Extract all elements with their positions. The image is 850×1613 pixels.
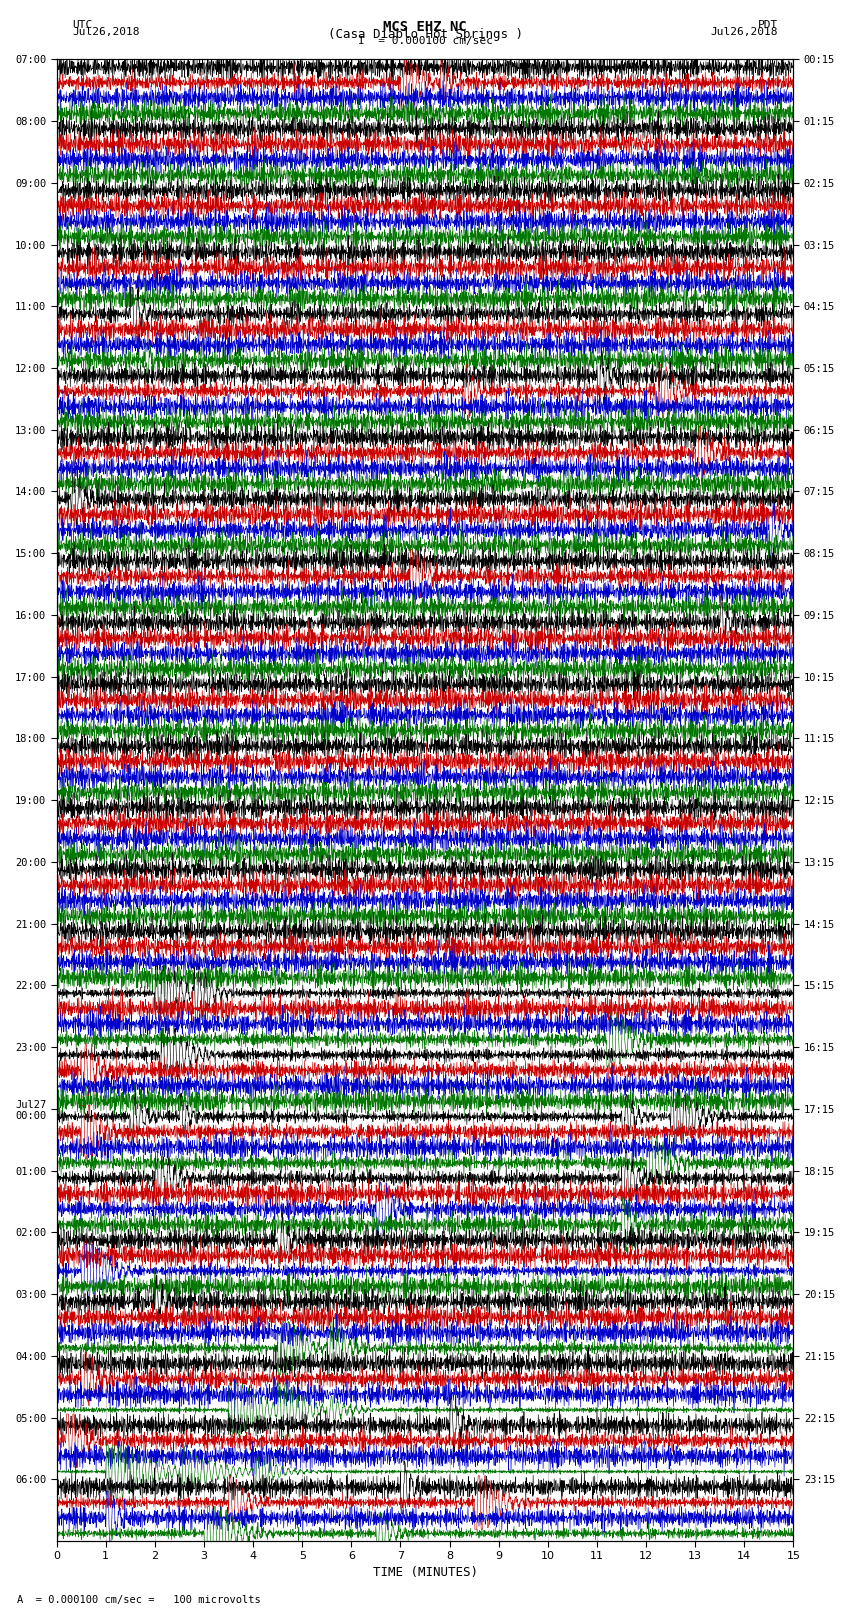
Text: (Casa Diablo Hot Springs ): (Casa Diablo Hot Springs ) [327,29,523,42]
Text: UTC: UTC [72,19,93,31]
Text: I  = 0.000100 cm/sec: I = 0.000100 cm/sec [358,37,492,47]
Text: PDT: PDT [757,19,778,31]
Text: MCS EHZ NC: MCS EHZ NC [383,19,467,34]
X-axis label: TIME (MINUTES): TIME (MINUTES) [372,1566,478,1579]
Text: Jul26,2018: Jul26,2018 [72,26,139,37]
Text: Jul26,2018: Jul26,2018 [711,26,778,37]
Text: A  = 0.000100 cm/sec =   100 microvolts: A = 0.000100 cm/sec = 100 microvolts [17,1595,261,1605]
